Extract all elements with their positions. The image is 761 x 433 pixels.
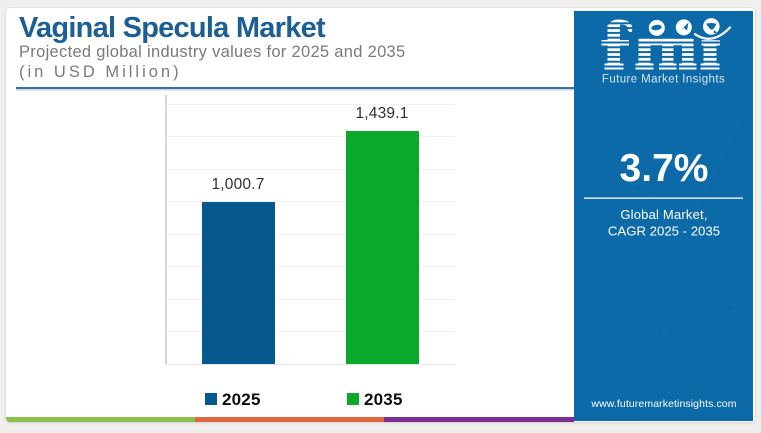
- svg-text:www.futuremarketinsights.com: www.futuremarketinsights.com: [590, 398, 736, 410]
- svg-text:3.7%: 3.7%: [620, 147, 709, 190]
- svg-text:CAGR 2025 - 2035: CAGR 2025 - 2035: [608, 224, 720, 239]
- svg-text:Global Market,: Global Market,: [620, 207, 707, 222]
- svg-text:Future Market Insights: Future Market Insights: [602, 74, 725, 86]
